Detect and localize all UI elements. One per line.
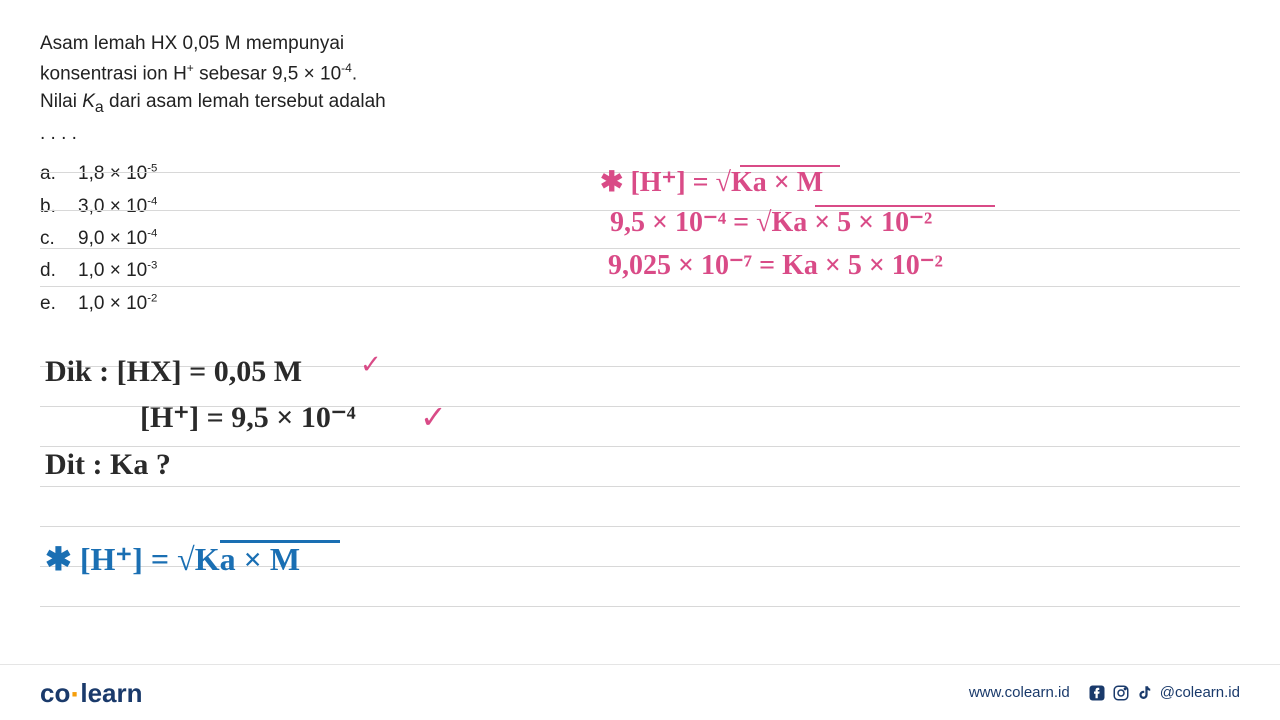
ruled-line: [40, 446, 1240, 447]
q-line2-post: sebesar 9,5 × 10: [194, 63, 341, 84]
hw-dik: Dik : [HX] = 0,05 M: [45, 355, 302, 389]
q-k: K: [82, 91, 95, 112]
q-exp: -4: [341, 61, 352, 75]
logo-learn: learn: [80, 678, 142, 708]
q-line1: Asam lemah HX 0,05 M mempunyai: [40, 33, 344, 54]
footer-handle: @colearn.id: [1160, 684, 1240, 701]
q-sup-plus: +: [187, 61, 194, 75]
hw-pink-line2: 9,5 × 10⁻⁴ = √Ka × 5 × 10⁻²: [610, 205, 932, 239]
footer: co·learn www.colearn.id @colearn.id: [0, 664, 1280, 720]
q-sub: a: [95, 99, 104, 116]
tiktok-icon: [1136, 684, 1154, 702]
q-line2-pre: konsentrasi ion H: [40, 63, 187, 84]
pink-sqrt-bar-2: [815, 205, 995, 207]
q-dots: . . . .: [40, 123, 77, 144]
q-line3-pre: Nilai: [40, 91, 82, 112]
q-end: .: [352, 63, 357, 84]
logo-dot: ·: [70, 678, 80, 711]
facebook-icon: [1088, 684, 1106, 702]
hw-hplus: [H⁺] = 9,5 × 10⁻⁴: [140, 400, 356, 435]
blue-sqrt-bar: [220, 540, 340, 543]
hw-blue-formula: ✱ [H⁺] = √Ka × M: [45, 540, 300, 578]
ruled-line: [40, 526, 1240, 527]
hw-pink-formula: ✱ [H⁺] = √Ka × M: [600, 165, 823, 199]
q-line3-post: dari asam lemah tersebut adalah: [104, 91, 386, 112]
ruled-line: [40, 606, 1240, 607]
checkmark-icon-2: ✓: [420, 398, 447, 436]
footer-url: www.colearn.id: [969, 684, 1070, 701]
logo: co·learn: [40, 676, 143, 710]
hw-dit: Dit : Ka ?: [45, 448, 171, 482]
instagram-icon: [1112, 684, 1130, 702]
ruled-line: [40, 486, 1240, 487]
checkmark-icon: ✓: [360, 350, 382, 380]
social-icons: @colearn.id: [1088, 684, 1240, 702]
pink-sqrt-bar-1: [740, 165, 840, 167]
logo-co: co: [40, 678, 70, 708]
hw-pink-line3: 9,025 × 10⁻⁷ = Ka × 5 × 10⁻²: [608, 248, 943, 282]
footer-right: www.colearn.id @colearn.id: [969, 684, 1240, 702]
option-e: e.1,0 × 10-2: [40, 288, 1240, 320]
question-text: Asam lemah HX 0,05 M mempunyai konsentra…: [40, 30, 460, 148]
